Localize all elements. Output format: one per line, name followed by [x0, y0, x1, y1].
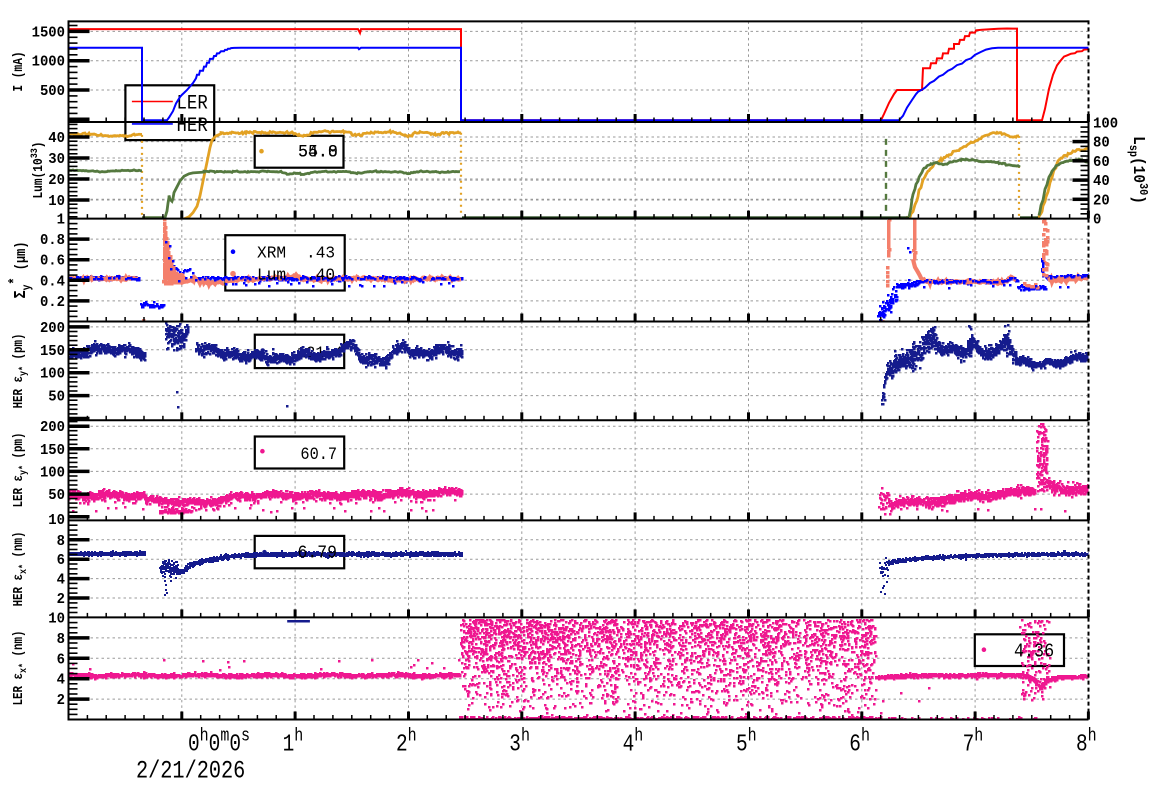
svg-text:2: 2 — [57, 693, 65, 709]
svg-text:60: 60 — [1093, 155, 1110, 171]
svg-text:6: 6 — [57, 652, 65, 668]
svg-text:200: 200 — [40, 321, 65, 337]
svg-text:0h0m0s: 0h0m0s — [188, 726, 250, 758]
svg-text:54.8: 54.8 — [298, 143, 338, 162]
svg-text:10: 10 — [48, 611, 65, 627]
svg-text:1: 1 — [57, 212, 65, 228]
svg-text:7h: 7h — [963, 726, 984, 758]
svg-text:20: 20 — [1093, 193, 1110, 209]
svg-text:LER: LER — [177, 91, 208, 114]
svg-text:0.8: 0.8 — [40, 233, 65, 249]
svg-text:LER εy* (pm): LER εy* (pm) — [11, 433, 29, 508]
svg-text:0.6: 0.6 — [40, 253, 65, 269]
svg-text:0: 0 — [1093, 212, 1101, 228]
svg-text:55.0: 55.0 — [298, 143, 338, 162]
svg-text:60.7: 60.7 — [300, 445, 337, 465]
svg-text:I (mA): I (mA) — [10, 51, 27, 91]
svg-text:200: 200 — [40, 420, 65, 436]
svg-text:HER εy* (pm): HER εy* (pm) — [11, 334, 29, 409]
svg-text:1500: 1500 — [32, 25, 65, 41]
svg-text:4: 4 — [57, 672, 66, 688]
svg-text:HER εx* (nm): HER εx* (nm) — [11, 532, 29, 607]
svg-text:6h: 6h — [849, 726, 870, 758]
svg-text:100: 100 — [40, 465, 65, 481]
svg-text:20: 20 — [48, 173, 65, 189]
svg-text:80: 80 — [1093, 135, 1110, 151]
svg-text:500: 500 — [40, 84, 65, 100]
svg-text:40: 40 — [48, 131, 65, 147]
svg-text:2h: 2h — [396, 726, 417, 758]
svg-text:30: 30 — [48, 152, 65, 168]
svg-text:40: 40 — [1093, 174, 1110, 190]
svg-text:.40: .40 — [306, 265, 335, 284]
svg-text:1h: 1h — [283, 726, 304, 758]
svg-text:100: 100 — [1093, 116, 1118, 132]
svg-text:LER εx* (nm): LER εx* (nm) — [11, 631, 29, 706]
svg-text:8h: 8h — [1076, 726, 1097, 758]
svg-text:0.2: 0.2 — [40, 295, 65, 311]
svg-text:6.79: 6.79 — [298, 543, 338, 564]
svg-text:150: 150 — [40, 443, 65, 459]
svg-text:Lum: Lum — [257, 265, 286, 284]
svg-text:2: 2 — [57, 592, 65, 608]
svg-text:100: 100 — [40, 366, 65, 382]
svg-text:50: 50 — [48, 389, 65, 405]
svg-text:0.4: 0.4 — [40, 274, 66, 290]
svg-text:5h: 5h — [736, 726, 757, 758]
svg-text:10: 10 — [48, 513, 65, 529]
svg-text:10: 10 — [48, 194, 65, 210]
svg-text:4.36: 4.36 — [1014, 642, 1054, 663]
svg-text:2/21/2026: 2/21/2026 — [136, 757, 245, 782]
svg-text:4: 4 — [57, 572, 66, 588]
svg-text:150: 150 — [40, 344, 65, 360]
svg-text:6: 6 — [57, 553, 65, 569]
svg-text:8: 8 — [57, 534, 65, 550]
svg-text:50: 50 — [48, 488, 65, 504]
svg-text:8: 8 — [57, 632, 65, 648]
svg-text:.43: .43 — [306, 243, 335, 262]
svg-text:XRM: XRM — [257, 243, 286, 262]
svg-text:1000: 1000 — [32, 54, 65, 70]
svg-text:3h: 3h — [509, 726, 530, 758]
svg-text:Σy* (μm): Σy* (μm) — [8, 241, 34, 298]
svg-text:4h: 4h — [623, 726, 644, 758]
